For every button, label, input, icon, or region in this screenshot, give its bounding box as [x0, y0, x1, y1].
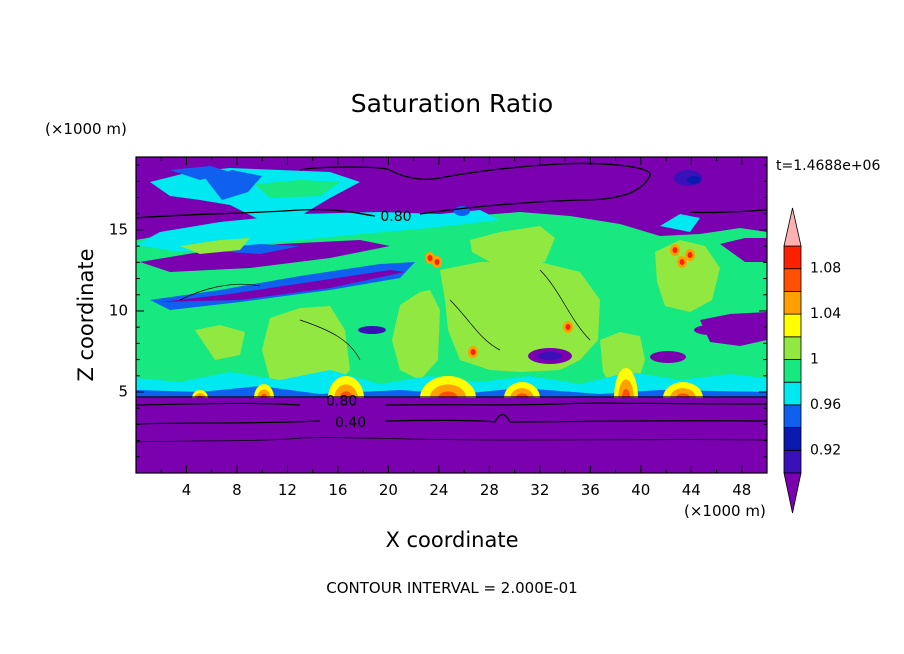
contour-labels: 0.80 0.80 0.40 [326, 209, 411, 431]
field-dry-lower [136, 398, 767, 473]
colorbar-label-4: 0.92 [810, 442, 841, 458]
colorbar-bin-5 [783, 336, 802, 360]
x-tick-label-24: 24 [429, 481, 448, 499]
field-cyan-right [660, 214, 700, 232]
x-tick-label-8: 8 [232, 481, 242, 499]
x-tick-label-44: 44 [682, 481, 701, 499]
colorbar-label-3: 0.96 [810, 397, 841, 413]
contour-label-0: 0.80 [380, 209, 411, 225]
x-tick-label-48: 48 [732, 481, 751, 499]
y-axis-ticks: 5 10 15 [109, 164, 767, 458]
field-lime-3 [440, 262, 600, 372]
contour-label-2: 0.40 [335, 415, 366, 431]
field-purple-right-2 [720, 238, 767, 262]
field-blue-right [687, 176, 701, 184]
field-green-upper [255, 180, 340, 198]
chart-title: Saturation Ratio [351, 89, 553, 118]
field-blue-base [136, 386, 767, 398]
y-unit-label: (×1000 m) [45, 120, 127, 138]
colorbar-bin-4 [783, 359, 802, 383]
hotspot-core-5 [565, 324, 571, 330]
x-tick-label-20: 20 [379, 481, 398, 499]
hotspot-core-2 [672, 247, 678, 253]
field-blue-upper [205, 170, 262, 200]
x-tick-label-36: 36 [581, 481, 600, 499]
hotspot-core-4 [687, 252, 693, 258]
contour-label-1: 0.80 [326, 394, 357, 410]
colorbar-label-2: 1 [810, 352, 819, 368]
colorbar-bin-8 [783, 268, 802, 292]
field-pocket-5 [694, 325, 726, 335]
y-tick-label-15: 15 [109, 220, 128, 238]
time-label: t=1.4688e+06 [776, 158, 880, 174]
field-pocket-3 [538, 352, 562, 360]
colorbar-bin-9 [783, 245, 802, 270]
colorbar-bin-7 [783, 290, 802, 315]
contour-080-lower [136, 402, 767, 406]
x-tick-label-4: 4 [182, 481, 192, 499]
colorbar-bin-6 [783, 313, 802, 338]
hotspot-core-3 [679, 259, 685, 265]
colorbar-over-arrow [783, 207, 802, 247]
colorbar-bin-1 [783, 427, 802, 451]
contour-lines [136, 162, 767, 443]
field-lime-top [470, 226, 555, 266]
hotspot-core-0 [427, 255, 433, 261]
field-lime-left [180, 238, 250, 254]
contour-020-lower [136, 437, 767, 443]
y-tick-label-10: 10 [109, 301, 128, 319]
contour-interval-footer: CONTOUR INTERVAL = 2.000E-01 [326, 579, 577, 597]
colorbar-label-1: 1.04 [810, 306, 841, 322]
plot-area [136, 157, 767, 473]
colorbar-bin-0 [783, 449, 802, 474]
field-purple-streak-1 [140, 240, 390, 272]
x-tick-label-16: 16 [328, 481, 347, 499]
x-axis-ticks: 4 8 12 16 20 24 28 32 36 40 44 48 [160, 157, 751, 499]
field-lime-5 [655, 240, 720, 312]
field-lime-2 [392, 290, 440, 380]
colorbar-bin-3 [783, 381, 802, 406]
y-axis-label: Z coordinate [74, 248, 98, 381]
colorbar-label-0: 1.08 [810, 261, 841, 277]
field-purple-right-1 [700, 312, 767, 346]
colorbar: 1.08 1.04 1 0.96 0.92 [783, 207, 841, 514]
x-tick-label-28: 28 [480, 481, 499, 499]
x-tick-label-40: 40 [631, 481, 650, 499]
field-blue-streak-1 [170, 166, 230, 180]
contour-080-upper [136, 162, 767, 219]
hotspot-core-6 [470, 349, 476, 355]
y-tick-label-5: 5 [118, 382, 128, 400]
hotspot-core-1 [434, 259, 440, 265]
x-tick-label-12: 12 [278, 481, 297, 499]
x-unit-label: (×1000 m) [684, 502, 766, 520]
field-pocket-1 [358, 326, 386, 334]
colorbar-bin-2 [783, 404, 802, 428]
field-pocket-4 [650, 351, 686, 363]
x-tick-label-32: 32 [530, 481, 549, 499]
plot-frame [135, 156, 768, 474]
field-lime-6 [195, 325, 245, 360]
x-axis-label: X coordinate [385, 528, 518, 552]
field-purple-streak-2 [160, 270, 405, 302]
contour-interior [179, 269, 591, 361]
colorbar-under-arrow [783, 472, 802, 514]
contour-040-lower [136, 413, 767, 425]
